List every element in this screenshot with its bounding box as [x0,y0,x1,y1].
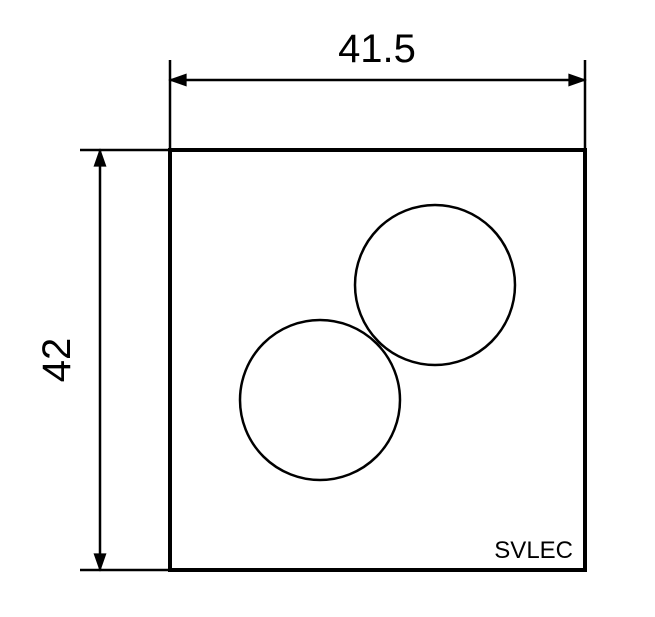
dim-left-value: 42 [35,338,79,383]
dim-top-value: 41.5 [338,27,416,71]
part-outline-rect [170,150,585,570]
hole-circle-1 [355,205,515,365]
brand-label: SVLEC [494,537,573,564]
hole-circle-2 [240,320,400,480]
